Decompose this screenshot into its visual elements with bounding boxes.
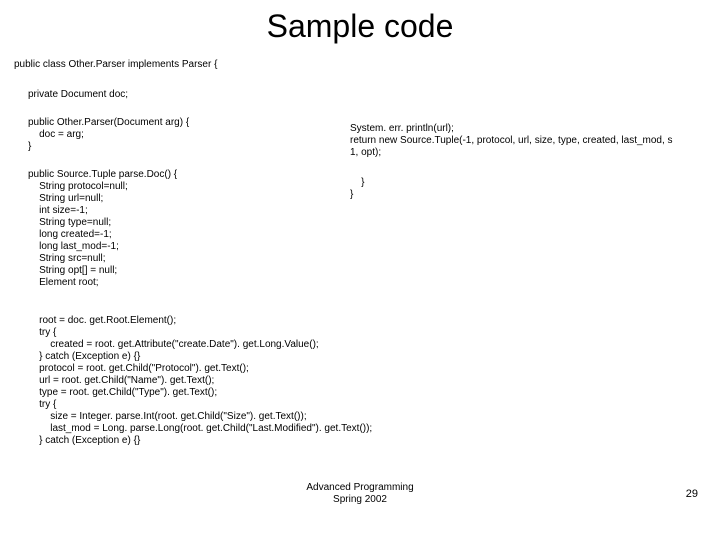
- code-line: }: [350, 178, 364, 188]
- code-line: Element root;: [28, 278, 99, 288]
- code-line: String opt[] = null;: [28, 266, 117, 276]
- code-line: String url=null;: [28, 194, 103, 204]
- footer-line1: Advanced Programming: [306, 482, 413, 494]
- footer-text: Advanced Programming Spring 2002: [306, 482, 413, 506]
- code-line: long created=-1;: [28, 230, 112, 240]
- code-line: return new Source.Tuple(-1, protocol, ur…: [350, 136, 673, 146]
- code-line: int size=-1;: [28, 206, 88, 216]
- code-line: }: [28, 142, 31, 152]
- code-line: last_mod = Long. parse.Long(root. get.Ch…: [28, 424, 372, 434]
- code-line: size = Integer. parse.Int(root. get.Chil…: [28, 412, 307, 422]
- code-line: public Source.Tuple parse.Doc() {: [28, 170, 177, 180]
- code-line: created = root. get.Attribute("create.Da…: [28, 340, 319, 350]
- footer-line2: Spring 2002: [306, 494, 413, 506]
- code-line: String type=null;: [28, 218, 111, 228]
- slide-title: Sample code: [267, 8, 454, 45]
- page-number: 29: [686, 488, 698, 500]
- code-line: }: [350, 190, 353, 200]
- code-line: public Other.Parser(Document arg) {: [28, 118, 189, 128]
- code-line: } catch (Exception e) {}: [28, 436, 140, 446]
- code-line: 1, opt);: [350, 148, 381, 158]
- code-line: long last_mod=-1;: [28, 242, 119, 252]
- code-line: root = doc. get.Root.Element();: [28, 316, 176, 326]
- code-line: url = root. get.Child("Name"). get.Text(…: [28, 376, 214, 386]
- code-line: System. err. println(url);: [350, 124, 454, 134]
- code-line: String src=null;: [28, 254, 106, 264]
- code-line: try {: [28, 400, 56, 410]
- code-line: public class Other.Parser implements Par…: [14, 60, 217, 70]
- code-line: type = root. get.Child("Type"). get.Text…: [28, 388, 217, 398]
- code-line: } catch (Exception e) {}: [28, 352, 140, 362]
- code-line: String protocol=null;: [28, 182, 128, 192]
- code-line: private Document doc;: [28, 90, 128, 100]
- code-line: try {: [28, 328, 56, 338]
- code-line: protocol = root. get.Child("Protocol"). …: [28, 364, 249, 374]
- code-line: doc = arg;: [28, 130, 84, 140]
